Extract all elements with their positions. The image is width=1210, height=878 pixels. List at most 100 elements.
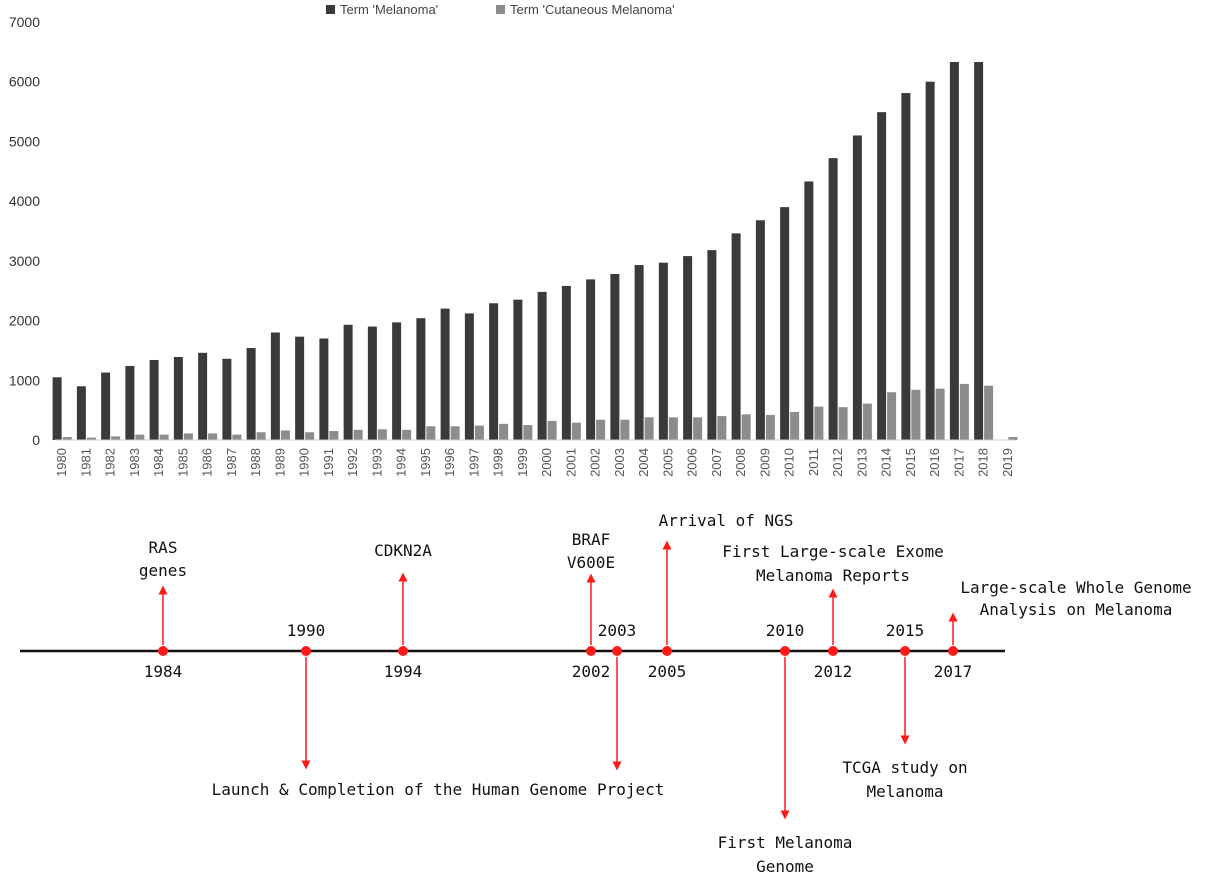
bar-melanoma-2000	[537, 291, 547, 440]
timeline-year-2002: 2002	[572, 662, 611, 681]
x-tick-label: 1995	[418, 448, 433, 477]
timeline-dot-1994	[398, 646, 408, 656]
x-tick-label: 2004	[636, 448, 651, 477]
timeline-label-2012: Melanoma Reports	[756, 566, 910, 585]
x-tick-label: 2019	[1000, 448, 1015, 477]
bar-cutaneous-2004	[644, 417, 654, 440]
x-tick-label: 1992	[345, 448, 360, 477]
timeline-dot-1984	[158, 646, 168, 656]
bar-cutaneous-2003	[620, 419, 630, 440]
bar-cutaneous-1993	[377, 429, 387, 440]
y-axis: 0 1000 2000 3000 4000 5000 6000 7000	[9, 14, 40, 448]
timeline-year-2010: 2010	[766, 621, 805, 640]
timeline-label-1984: genes	[139, 561, 187, 580]
bar-melanoma-1986	[198, 352, 208, 440]
y-tick-label: 4000	[9, 193, 40, 209]
bar-cutaneous-1987	[232, 434, 242, 440]
x-tick-label: 1989	[272, 448, 287, 477]
bar-melanoma-1988	[246, 348, 256, 440]
bar-melanoma-2008	[731, 233, 741, 440]
bar-melanoma-1991	[319, 338, 329, 440]
bar-cutaneous-2000	[547, 420, 557, 440]
timeline-dot-2003	[612, 646, 622, 656]
bar-cutaneous-1989	[280, 430, 290, 440]
x-tick-label: 1984	[151, 448, 166, 477]
bar-melanoma-1993	[367, 326, 377, 440]
bar-cutaneous-2006	[693, 417, 703, 440]
bar-cutaneous-1996	[450, 426, 460, 440]
bar-cutaneous-1994	[402, 429, 412, 440]
bar-melanoma-1992	[343, 324, 353, 440]
bar-melanoma-2001	[561, 285, 571, 440]
bar-melanoma-2004	[634, 265, 644, 440]
timeline-year-2003: 2003	[598, 621, 637, 640]
timeline-label-2005: Arrival of NGS	[659, 511, 794, 530]
x-tick-label: 2012	[830, 448, 845, 477]
x-tick-label: 1997	[466, 448, 481, 477]
bar-melanoma-2002	[586, 279, 596, 440]
x-tick-label: 1990	[297, 448, 312, 477]
bars-group	[52, 62, 1018, 441]
bar-cutaneous-2017	[959, 383, 969, 440]
bar-melanoma-1998	[489, 303, 499, 440]
bar-melanoma-1982	[101, 372, 111, 440]
timeline-label-2010: First Melanoma	[718, 833, 853, 852]
x-tick-label: 2010	[782, 448, 797, 477]
bar-cutaneous-1992	[353, 429, 363, 440]
bar-melanoma-2010	[780, 207, 790, 440]
timeline-label-2002: BRAF	[572, 530, 611, 549]
bar-melanoma-1999	[513, 299, 523, 440]
bar-cutaneous-2009	[765, 414, 775, 440]
x-tick-label: 2017	[951, 448, 966, 477]
bar-cutaneous-1981	[86, 437, 96, 440]
timeline-events: 1984 RAS genes 1990 Launch & Completion of t…	[139, 511, 1192, 876]
legend-swatch-melanoma	[326, 5, 335, 14]
x-axis: 1980 1981 1982 1983 1984 1985 1986 1987 1988 1989…	[54, 448, 1015, 477]
bar-melanoma-1980	[52, 377, 62, 440]
bar-melanoma-2016	[925, 81, 935, 440]
timeline-dot-2017	[948, 646, 958, 656]
bar-cutaneous-2012	[838, 407, 848, 440]
bar-melanoma-2017	[949, 62, 959, 440]
bar-melanoma-2006	[683, 256, 693, 440]
bar-melanoma-2012	[828, 158, 838, 441]
bar-cutaneous-2016	[935, 388, 945, 440]
timeline-year-1990: 1990	[287, 621, 326, 640]
bar-cutaneous-1995	[426, 426, 436, 440]
y-tick-label: 5000	[9, 133, 40, 149]
bar-cutaneous-2010	[790, 411, 800, 440]
bar-melanoma-2018	[974, 62, 984, 440]
bar-melanoma-2005	[658, 262, 668, 440]
bar-cutaneous-2007	[717, 416, 727, 440]
bar-melanoma-1995	[416, 318, 426, 440]
legend-label-melanoma: Term 'Melanoma'	[340, 2, 438, 17]
x-tick-label: 1996	[442, 448, 457, 477]
timeline-dot-1990	[301, 646, 311, 656]
timeline-dot-2012	[828, 646, 838, 656]
x-tick-label: 1981	[78, 448, 93, 477]
timeline-dot-2005	[662, 646, 672, 656]
x-tick-label: 1986	[200, 448, 215, 477]
x-tick-label: 1982	[103, 448, 118, 477]
x-tick-label: 2009	[757, 448, 772, 477]
bar-melanoma-2015	[901, 93, 911, 440]
bar-cutaneous-2014	[887, 392, 897, 440]
x-tick-label: 2006	[685, 448, 700, 477]
chart-legend: Term 'Melanoma' Term 'Cutaneous Melanoma…	[326, 2, 675, 17]
bar-cutaneous-2013	[862, 403, 872, 440]
bar-cutaneous-2005	[668, 417, 678, 440]
timeline-label-2015: TCGA study on	[842, 758, 967, 777]
x-tick-label: 1988	[248, 448, 263, 477]
x-tick-label: 1987	[224, 448, 239, 477]
x-tick-label: 2013	[854, 448, 869, 477]
x-tick-label: 1993	[369, 448, 384, 477]
y-tick-label: 7000	[9, 14, 40, 30]
bar-cutaneous-1984	[159, 434, 169, 440]
timeline-year-2015: 2015	[886, 621, 925, 640]
x-tick-label: 2005	[660, 448, 675, 477]
x-tick-label: 2001	[563, 448, 578, 477]
timeline-label-1994: CDKN2A	[374, 541, 432, 560]
x-tick-label: 2014	[879, 448, 894, 477]
timeline-year-2012: 2012	[814, 662, 853, 681]
timeline-label-2017: Large-scale Whole Genome	[960, 578, 1191, 597]
